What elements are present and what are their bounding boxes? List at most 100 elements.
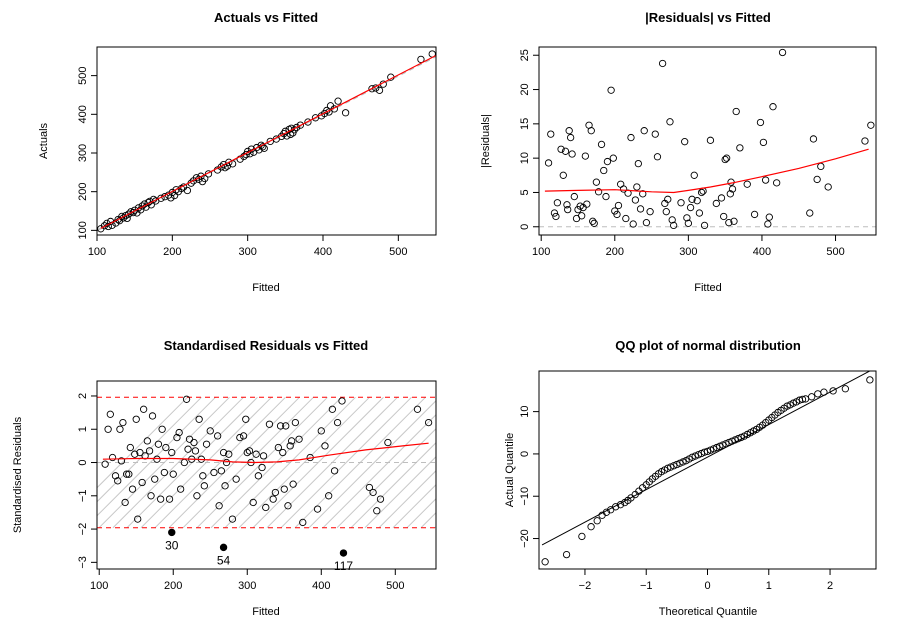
x-tick-label: 400 (753, 246, 771, 258)
y-tick-label: 100 (77, 221, 89, 239)
data-point (254, 472, 263, 480)
data-point (365, 483, 374, 492)
data-point (289, 480, 297, 488)
data-point (125, 470, 133, 478)
hatch-line (336, 428, 436, 529)
data-point (613, 210, 621, 219)
data-point (276, 422, 285, 430)
data-point (134, 515, 142, 523)
data-point (213, 432, 222, 440)
data-point (619, 185, 628, 193)
x-tick-label: −2 (579, 580, 592, 592)
outlier-point (168, 528, 176, 537)
data-point (236, 433, 244, 442)
data-point (732, 107, 740, 116)
y-tick-label: 400 (77, 105, 89, 123)
data-point (384, 438, 392, 447)
data-point (195, 415, 203, 423)
panel-title: Standardised Residuals vs Fitted (164, 338, 369, 353)
data-point (566, 133, 575, 142)
plot-contents (97, 395, 436, 557)
x-tick-label: 100 (90, 580, 108, 592)
data-point (330, 105, 338, 113)
data-point (550, 209, 559, 217)
data-point (368, 85, 376, 93)
smoother-line (100, 54, 436, 229)
data-point (636, 205, 645, 213)
data-point (761, 176, 770, 184)
data-point (162, 443, 170, 452)
data-point (215, 502, 223, 510)
panel-title: Actuals vs Fitted (214, 10, 318, 25)
data-point (239, 432, 248, 440)
panel-title: QQ plot of normal distribution (615, 338, 801, 353)
plot-contents (97, 50, 436, 233)
data-point (561, 147, 570, 155)
y-tick-label: −20 (519, 529, 531, 548)
panel-abs-residuals-vs-fitted: |Residuals| vs Fitted 100 200 300 400 500051… (480, 10, 877, 294)
data-point (232, 475, 240, 483)
data-point (759, 138, 768, 147)
data-point (284, 502, 292, 510)
data-point (778, 48, 787, 57)
data-point (557, 145, 565, 153)
y-tick-label: 0 (77, 459, 89, 465)
data-point (616, 501, 625, 509)
panel-qq-plot: QQ plot of normal distribution −2 −1 0 1 2−2… (504, 338, 877, 618)
data-point (562, 550, 571, 559)
data-point (206, 427, 214, 435)
data-point (173, 433, 181, 442)
data-point (114, 477, 122, 485)
data-point (165, 495, 174, 503)
data-point (225, 450, 233, 458)
y-tick-label: 0 (519, 451, 531, 457)
plot-frame (538, 370, 877, 570)
smoother-line (102, 442, 429, 464)
data-point (808, 393, 816, 401)
x-tick-label: 200 (164, 580, 182, 592)
outlier-label: 30 (165, 538, 179, 552)
data-point (602, 508, 611, 516)
data-point (325, 492, 333, 500)
plot-area: 100 200 300 400 500 0 5 10 15 20 25 (519, 46, 877, 258)
hatch-line (308, 400, 436, 529)
data-point (559, 171, 567, 179)
data-points (544, 48, 875, 230)
data-point (697, 188, 706, 197)
data-point (728, 185, 737, 193)
x-tick-label: −1 (640, 580, 653, 592)
data-point (279, 448, 287, 457)
data-point (200, 482, 208, 490)
data-point (147, 492, 155, 500)
data-point (167, 194, 175, 202)
data-point (172, 186, 180, 194)
outlier-label: 54 (217, 553, 231, 567)
data-point (369, 488, 377, 497)
data-point (333, 418, 342, 427)
data-point (258, 463, 266, 472)
data-point (243, 448, 251, 457)
data-point (151, 475, 159, 483)
data-point (269, 495, 277, 503)
smoother-line (544, 148, 869, 194)
data-point (722, 154, 731, 162)
y-tick-label: 15 (519, 118, 531, 130)
data-point (544, 159, 553, 167)
data-point (291, 418, 300, 427)
data-point (176, 485, 185, 493)
data-point (221, 482, 229, 490)
data-point (688, 195, 696, 203)
data-point (639, 190, 647, 198)
data-point (108, 453, 117, 462)
data-point (756, 118, 765, 127)
data-point (111, 472, 120, 480)
hatch-line (97, 396, 216, 517)
x-tick-label: 200 (606, 246, 624, 258)
data-point (222, 458, 231, 467)
data-point (183, 186, 192, 195)
data-point (670, 221, 678, 230)
hatch-line (252, 396, 384, 529)
data-point (225, 158, 233, 166)
data-point (829, 387, 837, 395)
y-axis-label: Actual Quantile (504, 433, 516, 508)
